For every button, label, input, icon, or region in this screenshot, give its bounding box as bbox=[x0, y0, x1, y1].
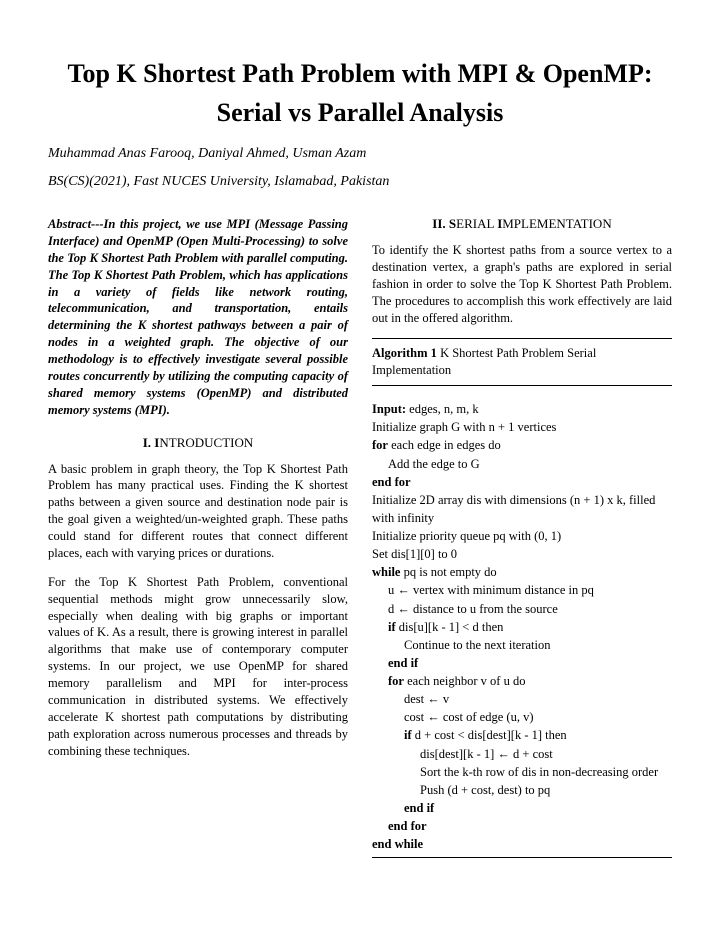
algo-line: Continue to the next iteration bbox=[372, 636, 672, 654]
section-word2-rest: MPLEMENTATION bbox=[502, 216, 611, 231]
algo-text: pq is not empty do bbox=[400, 565, 496, 579]
algo-line: d ← distance to u from the source bbox=[372, 600, 672, 618]
algorithm-title: Algorithm 1 K Shortest Path Problem Seri… bbox=[372, 345, 672, 379]
algo-line: Push (d + cost, dest) to pq bbox=[372, 781, 672, 799]
title-line-2: Serial vs Parallel Analysis bbox=[217, 98, 504, 127]
algo-line: dis[dest][k - 1] ← d + cost bbox=[372, 745, 672, 763]
algorithm-header-box: Algorithm 1 K Shortest Path Problem Seri… bbox=[372, 338, 672, 386]
algo-keyword: if bbox=[404, 728, 412, 742]
algo-line: for each edge in edges do bbox=[372, 436, 672, 454]
section-2-heading: II. SERIAL IMPLEMENTATION bbox=[372, 216, 672, 232]
algo-line: Initialize graph G with n + 1 vertices bbox=[372, 418, 672, 436]
section-number: I. bbox=[143, 435, 155, 450]
section-word-rest: NTRODUCTION bbox=[159, 435, 253, 450]
algorithm-body: Input: edges, n, m, k Initialize graph G… bbox=[372, 400, 672, 858]
algo-line: for each neighbor v of u do bbox=[372, 672, 672, 690]
algo-keyword: Input: bbox=[372, 402, 406, 416]
algo-line: if dis[u][k - 1] < d then bbox=[372, 618, 672, 636]
algo-line: Input: edges, n, m, k bbox=[372, 400, 672, 418]
abstract: Abstract---In this project, we use MPI (… bbox=[48, 216, 348, 419]
section-number: II. bbox=[432, 216, 449, 231]
algorithm-label: Algorithm 1 bbox=[372, 346, 437, 360]
affiliation: BS(CS)(2021), Fast NUCES University, Isl… bbox=[48, 174, 672, 190]
algo-line: Set dis[1][0] to 0 bbox=[372, 545, 672, 563]
serial-paragraph: To identify the K shortest paths from a … bbox=[372, 242, 672, 326]
algo-line: Initialize priority queue pq with (0, 1) bbox=[372, 527, 672, 545]
intro-paragraph-2: For the Top K Shortest Path Problem, con… bbox=[48, 574, 348, 760]
algo-text: each edge in edges do bbox=[388, 438, 501, 452]
algo-line: Initialize 2D array dis with dimensions … bbox=[372, 491, 672, 527]
algo-line: dest ← v bbox=[372, 690, 672, 708]
algo-text: dis[u][k - 1] < d then bbox=[396, 620, 504, 634]
paper-title: Top K Shortest Path Problem with MPI & O… bbox=[48, 54, 672, 132]
algo-keyword: for bbox=[388, 674, 404, 688]
two-column-body: Abstract---In this project, we use MPI (… bbox=[48, 216, 672, 858]
section-word-rest: ERIAL bbox=[456, 216, 497, 231]
right-column: II. SERIAL IMPLEMENTATION To identify th… bbox=[372, 216, 672, 858]
title-line-1: Top K Shortest Path Problem with MPI & O… bbox=[68, 59, 653, 88]
section-1-heading: I. INTRODUCTION bbox=[48, 435, 348, 451]
algo-line: cost ← cost of edge (u, v) bbox=[372, 708, 672, 726]
algo-line: u ← vertex with minimum distance in pq bbox=[372, 581, 672, 599]
algo-line: while pq is not empty do bbox=[372, 563, 672, 581]
intro-paragraph-1: A basic problem in graph theory, the Top… bbox=[48, 461, 348, 562]
algo-line: end while bbox=[372, 835, 672, 853]
algo-text: edges, n, m, k bbox=[406, 402, 479, 416]
algo-line: end for bbox=[372, 817, 672, 835]
algo-keyword: for bbox=[372, 438, 388, 452]
algo-line: Sort the k-th row of dis in non-decreasi… bbox=[372, 763, 672, 781]
algo-line: end if bbox=[372, 799, 672, 817]
algo-line: end if bbox=[372, 654, 672, 672]
authors: Muhammad Anas Farooq, Daniyal Ahmed, Usm… bbox=[48, 146, 672, 162]
algo-text: each neighbor v of u do bbox=[404, 674, 526, 688]
algo-keyword: while bbox=[372, 565, 400, 579]
algo-line: end for bbox=[372, 473, 672, 491]
algo-keyword: if bbox=[388, 620, 396, 634]
algo-line: if d + cost < dis[dest][k - 1] then bbox=[372, 726, 672, 744]
left-column: Abstract---In this project, we use MPI (… bbox=[48, 216, 348, 858]
algo-text: d + cost < dis[dest][k - 1] then bbox=[412, 728, 567, 742]
algo-line: Add the edge to G bbox=[372, 455, 672, 473]
